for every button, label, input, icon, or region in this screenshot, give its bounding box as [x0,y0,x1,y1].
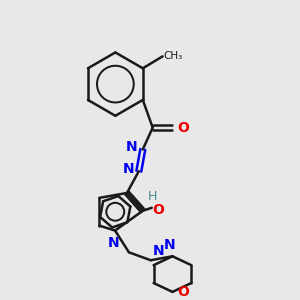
Text: O: O [177,121,189,135]
Text: H: H [148,190,157,203]
Text: N: N [122,162,134,176]
Text: O: O [153,203,165,217]
Text: O: O [177,285,189,299]
Text: CH₃: CH₃ [164,51,183,62]
Text: N: N [126,140,138,154]
Text: N: N [107,236,119,250]
Text: N: N [164,238,175,252]
Text: N: N [153,244,164,258]
